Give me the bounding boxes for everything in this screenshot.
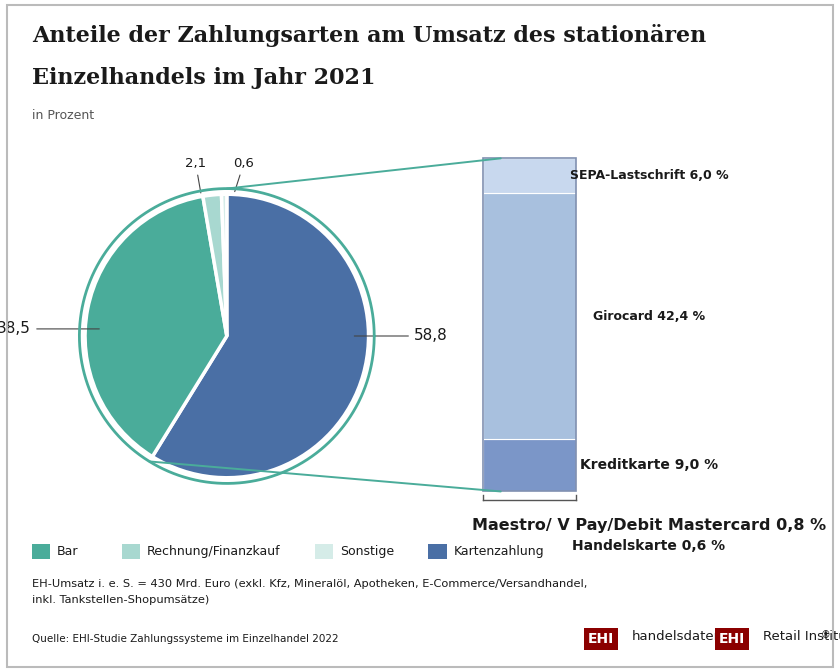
Wedge shape [152, 194, 369, 478]
Text: ®: ® [821, 630, 831, 640]
Text: Maestro/ V Pay/Debit Mastercard 0,8 %: Maestro/ V Pay/Debit Mastercard 0,8 % [472, 517, 826, 533]
Wedge shape [85, 196, 227, 457]
Bar [483, 193, 575, 439]
Bar [483, 159, 575, 193]
Text: EHI: EHI [719, 632, 745, 646]
Text: 38,5: 38,5 [0, 321, 99, 337]
Bar [483, 439, 575, 491]
Text: Anteile der Zahlungsarten am Umsatz des stationären: Anteile der Zahlungsarten am Umsatz des … [32, 24, 706, 46]
Text: Quelle: EHI-Studie Zahlungssysteme im Einzelhandel 2022: Quelle: EHI-Studie Zahlungssysteme im Ei… [32, 634, 339, 644]
Text: 0,6: 0,6 [234, 157, 255, 192]
Text: Rechnung/Finanzkauf: Rechnung/Finanzkauf [147, 545, 281, 558]
Text: in Prozent: in Prozent [32, 109, 94, 122]
Text: inkl. Tankstellen-Shopumsätze): inkl. Tankstellen-Shopumsätze) [32, 595, 209, 605]
Text: SEPA-Lastschrift 6,0 %: SEPA-Lastschrift 6,0 % [570, 169, 728, 182]
Wedge shape [222, 194, 227, 336]
Bar [483, 159, 575, 491]
Text: Kreditkarte 9,0 %: Kreditkarte 9,0 % [580, 458, 718, 472]
Text: 2,1: 2,1 [185, 157, 206, 193]
Text: Bar: Bar [57, 545, 79, 558]
Text: 58,8: 58,8 [354, 329, 448, 343]
Wedge shape [203, 194, 227, 336]
Text: Einzelhandels im Jahr 2021: Einzelhandels im Jahr 2021 [32, 67, 375, 89]
Text: EHI: EHI [588, 632, 614, 646]
Text: Girocard 42,4 %: Girocard 42,4 % [593, 310, 705, 323]
Text: Retail Institute: Retail Institute [763, 630, 840, 642]
Text: Handelskarte 0,6 %: Handelskarte 0,6 % [572, 539, 726, 552]
Text: handelsdaten.de: handelsdaten.de [632, 630, 743, 642]
Text: Sonstige: Sonstige [340, 545, 394, 558]
Text: Kartenzahlung: Kartenzahlung [454, 545, 544, 558]
Text: EH-Umsatz i. e. S. = 430 Mrd. Euro (exkl. Kfz, Mineralöl, Apotheken, E-Commerce/: EH-Umsatz i. e. S. = 430 Mrd. Euro (exkl… [32, 579, 587, 589]
